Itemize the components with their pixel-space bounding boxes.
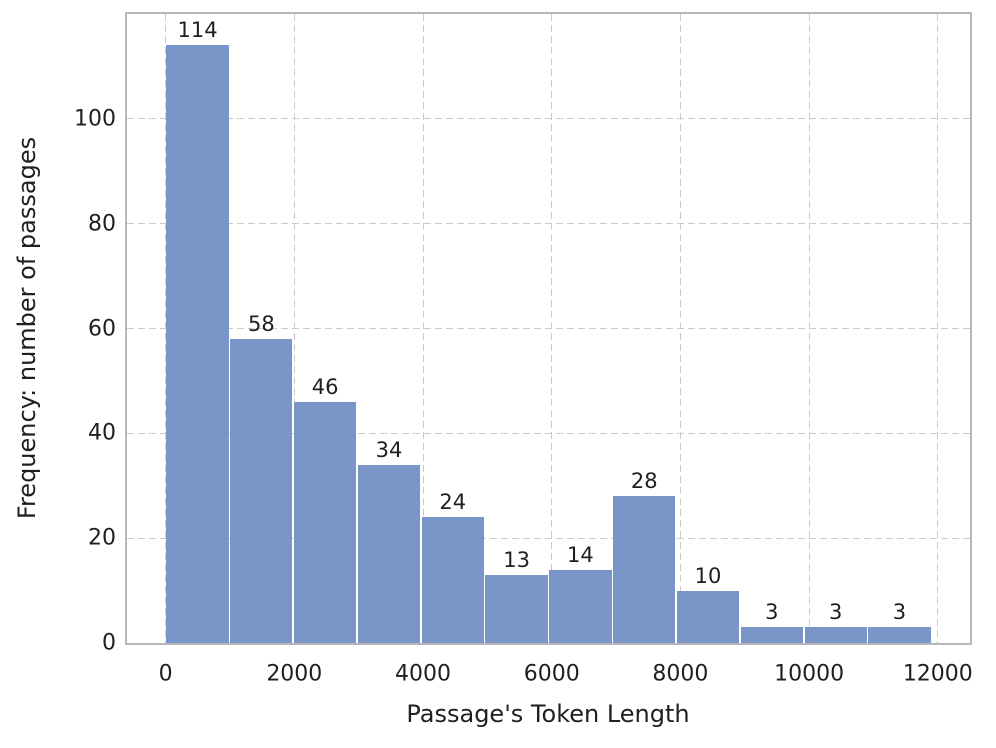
- bar-value-label: 3: [892, 600, 907, 625]
- histogram-bar: [549, 569, 612, 643]
- x-tick-label: 4000: [395, 661, 451, 687]
- y-tick-label: 0: [102, 630, 116, 656]
- bar-value-label: 58: [247, 311, 275, 336]
- y-tick-label: 40: [88, 420, 116, 446]
- vertical-gridline: [422, 14, 424, 643]
- bar-value-label: 14: [567, 542, 594, 567]
- bar-value-label: 114: [177, 18, 218, 43]
- bar-value-label: 28: [630, 469, 658, 494]
- horizontal-gridline: [127, 118, 970, 120]
- histogram-bar: [293, 401, 357, 643]
- x-tick-label: 12000: [902, 661, 973, 687]
- horizontal-gridline: [127, 223, 970, 225]
- x-tick-label: 0: [158, 661, 173, 687]
- horizontal-gridline: [127, 432, 970, 434]
- horizontal-gridline: [127, 537, 970, 539]
- bar-value-label: 13: [503, 547, 530, 572]
- x-tick-label: 8000: [652, 661, 709, 687]
- vertical-gridline: [165, 14, 167, 643]
- y-tick-label: 20: [88, 525, 116, 551]
- vertical-gridline: [679, 14, 681, 643]
- bar-value-label: 46: [311, 374, 339, 399]
- bar-value-label: 10: [694, 563, 722, 588]
- histogram-bar: [613, 496, 676, 643]
- vertical-gridline: [551, 14, 553, 643]
- horizontal-gridline: [127, 328, 970, 329]
- bar-value-label: 3: [828, 600, 843, 625]
- plot-area: 114 58 46 34 24 13 14 28 10 3 3 3: [125, 12, 972, 645]
- histogram-bar: [230, 338, 293, 643]
- vertical-gridline: [808, 14, 810, 643]
- y-tick-label: 100: [74, 106, 116, 132]
- histogram-bar: [421, 517, 484, 643]
- vertical-gridline: [937, 14, 939, 643]
- histogram-bar: [676, 590, 740, 643]
- vertical-gridline: [293, 14, 295, 643]
- y-tick-label: 80: [88, 211, 116, 237]
- histogram-bar: [166, 45, 229, 643]
- bar-value-label: 34: [375, 437, 403, 462]
- bar-value-label: 3: [765, 600, 779, 625]
- y-tick-label: 60: [88, 316, 116, 341]
- x-tick-label: 6000: [523, 661, 580, 687]
- x-tick-label: 2000: [266, 661, 323, 687]
- histogram-bar: [804, 627, 867, 643]
- histogram-bar: [868, 627, 931, 643]
- histogram-bar: [740, 627, 803, 643]
- x-tick-label: 10000: [774, 661, 845, 687]
- histogram-bar: [357, 464, 421, 643]
- histogram-bar: [485, 574, 548, 643]
- bar-value-label: 24: [439, 490, 467, 515]
- x-axis-label: Passage's Token Length: [406, 700, 690, 728]
